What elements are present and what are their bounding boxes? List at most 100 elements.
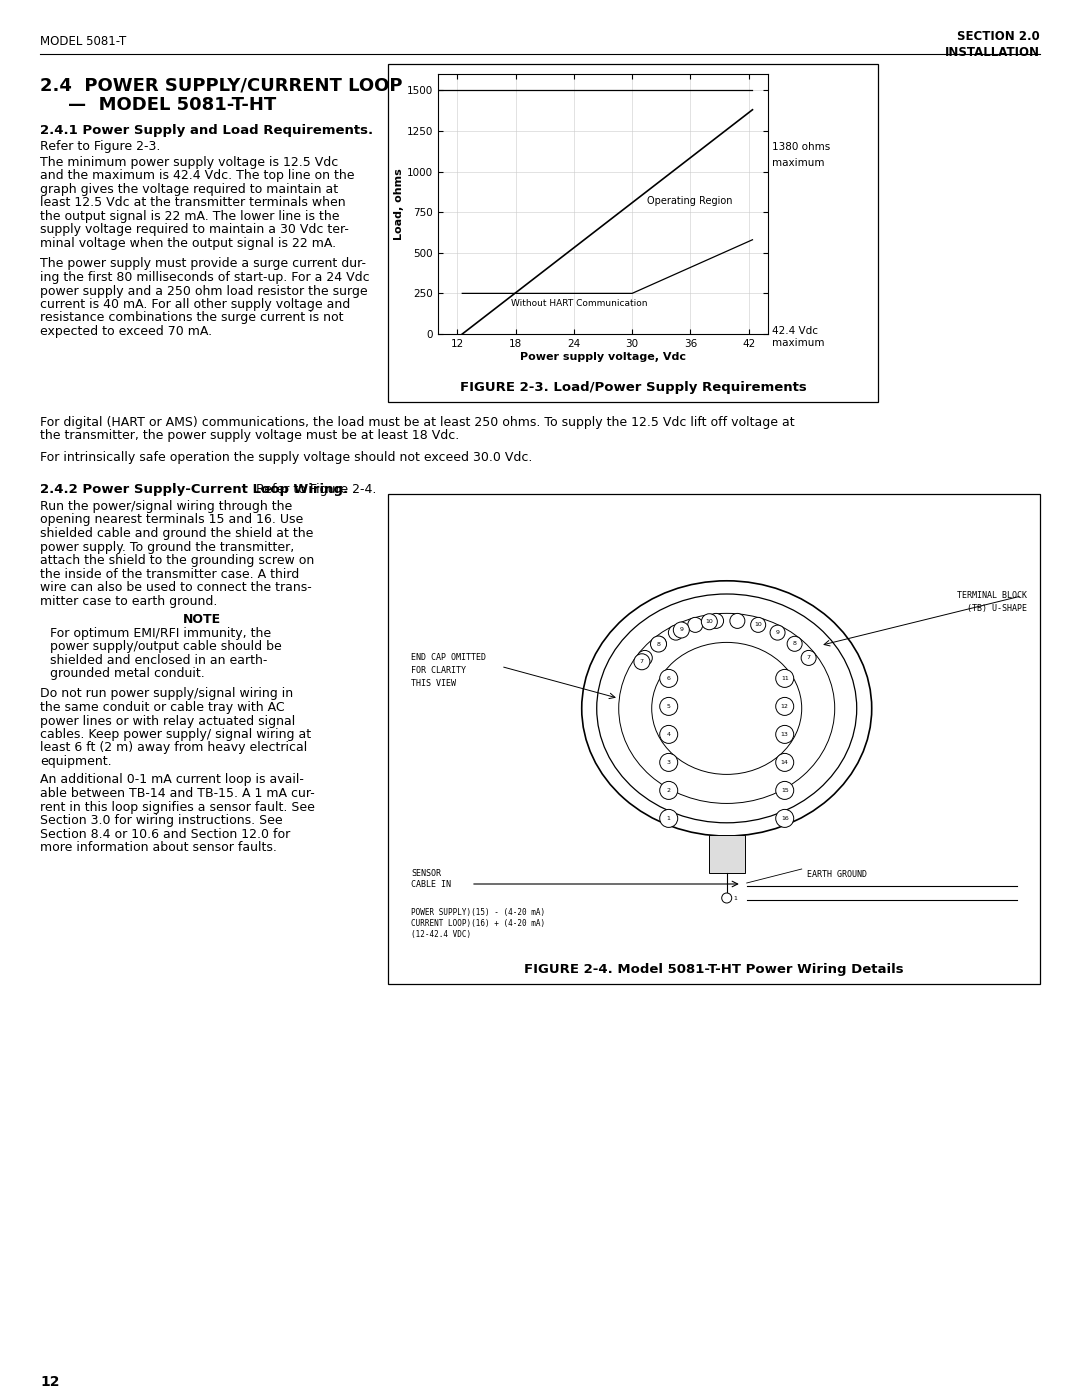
Text: expected to exceed 70 mA.: expected to exceed 70 mA. bbox=[40, 326, 212, 338]
Text: Refer to Figure 2-4.: Refer to Figure 2-4. bbox=[252, 482, 376, 496]
Text: power supply. To ground the transmitter,: power supply. To ground the transmitter, bbox=[40, 541, 294, 553]
Y-axis label: Load, ohms: Load, ohms bbox=[394, 168, 404, 240]
Circle shape bbox=[801, 651, 816, 665]
Text: 8: 8 bbox=[793, 641, 797, 647]
Text: 12: 12 bbox=[40, 1375, 59, 1389]
Text: graph gives the voltage required to maintain at: graph gives the voltage required to main… bbox=[40, 183, 338, 196]
X-axis label: Power supply voltage, Vdc: Power supply voltage, Vdc bbox=[519, 352, 686, 362]
Text: 2.4.1 Power Supply and Load Requirements.: 2.4.1 Power Supply and Load Requirements… bbox=[40, 124, 373, 137]
Text: THIS VIEW: THIS VIEW bbox=[411, 679, 456, 689]
Text: 6: 6 bbox=[666, 676, 671, 680]
Circle shape bbox=[770, 624, 785, 640]
Circle shape bbox=[775, 809, 794, 827]
Circle shape bbox=[660, 697, 678, 715]
Text: power lines or with relay actuated signal: power lines or with relay actuated signa… bbox=[40, 714, 295, 728]
Text: END CAP OMITTED: END CAP OMITTED bbox=[411, 654, 486, 662]
Circle shape bbox=[775, 781, 794, 799]
Text: 8: 8 bbox=[657, 641, 661, 647]
Text: 7: 7 bbox=[807, 655, 811, 661]
Text: attach the shield to the grounding screw on: attach the shield to the grounding screw… bbox=[40, 555, 314, 567]
Circle shape bbox=[751, 617, 766, 633]
Text: 42.4 Vdc
maximum: 42.4 Vdc maximum bbox=[772, 326, 824, 348]
Circle shape bbox=[673, 622, 689, 638]
Text: 15: 15 bbox=[781, 788, 788, 793]
Bar bbox=[708, 835, 745, 873]
Text: FOR CLARITY: FOR CLARITY bbox=[411, 666, 465, 675]
Text: 2.4.2 Power Supply-Current Loop Wiring.: 2.4.2 Power Supply-Current Loop Wiring. bbox=[40, 482, 348, 496]
Text: MODEL 5081-T: MODEL 5081-T bbox=[40, 35, 126, 47]
Text: 10: 10 bbox=[705, 619, 713, 624]
Text: power supply and a 250 ohm load resistor the surge: power supply and a 250 ohm load resistor… bbox=[40, 285, 367, 298]
Text: 4: 4 bbox=[666, 732, 671, 736]
Text: CURRENT LOOP)(16) + (4-20 mA): CURRENT LOOP)(16) + (4-20 mA) bbox=[411, 919, 545, 928]
Text: An additional 0-1 mA current loop is avail-: An additional 0-1 mA current loop is ava… bbox=[40, 774, 303, 787]
Text: ing the first 80 milliseconds of start-up. For a 24 Vdc: ing the first 80 milliseconds of start-u… bbox=[40, 271, 369, 284]
Text: and the maximum is 42.4 Vdc. The top line on the: and the maximum is 42.4 Vdc. The top lin… bbox=[40, 169, 354, 183]
Text: rent in this loop signifies a sensor fault. See: rent in this loop signifies a sensor fau… bbox=[40, 800, 315, 813]
Circle shape bbox=[775, 753, 794, 771]
Text: supply voltage required to maintain a 30 Vdc ter-: supply voltage required to maintain a 30… bbox=[40, 224, 349, 236]
Circle shape bbox=[660, 809, 678, 827]
Text: able between TB-14 and TB-15. A 1 mA cur-: able between TB-14 and TB-15. A 1 mA cur… bbox=[40, 787, 314, 800]
Text: grounded metal conduit.: grounded metal conduit. bbox=[50, 666, 205, 680]
Circle shape bbox=[730, 613, 745, 629]
Text: FIGURE 2-4. Model 5081-T-HT Power Wiring Details: FIGURE 2-4. Model 5081-T-HT Power Wiring… bbox=[524, 964, 904, 977]
Circle shape bbox=[688, 617, 703, 633]
Circle shape bbox=[660, 781, 678, 799]
Text: NOTE: NOTE bbox=[183, 613, 221, 626]
Text: For intrinsically safe operation the supply voltage should not exceed 30.0 Vdc.: For intrinsically safe operation the sup… bbox=[40, 451, 532, 464]
Text: the output signal is 22 mA. The lower line is the: the output signal is 22 mA. The lower li… bbox=[40, 210, 339, 224]
Text: 16: 16 bbox=[781, 816, 788, 821]
Text: the same conduit or cable tray with AC: the same conduit or cable tray with AC bbox=[40, 701, 285, 714]
Text: Section 3.0 for wiring instructions. See: Section 3.0 for wiring instructions. See bbox=[40, 814, 283, 827]
Text: current is 40 mA. For all other supply voltage and: current is 40 mA. For all other supply v… bbox=[40, 298, 350, 312]
Text: Do not run power supply/signal wiring in: Do not run power supply/signal wiring in bbox=[40, 687, 293, 700]
Text: power supply/output cable should be: power supply/output cable should be bbox=[50, 640, 282, 652]
Text: 1380 ohms: 1380 ohms bbox=[772, 142, 831, 152]
Text: Run the power/signal wiring through the: Run the power/signal wiring through the bbox=[40, 500, 293, 513]
Text: SECTION 2.0: SECTION 2.0 bbox=[957, 29, 1040, 43]
Circle shape bbox=[775, 697, 794, 715]
Text: 13: 13 bbox=[781, 732, 788, 736]
Circle shape bbox=[721, 893, 732, 902]
Text: mitter case to earth ground.: mitter case to earth ground. bbox=[40, 595, 217, 608]
Text: SENSOR: SENSOR bbox=[411, 869, 441, 877]
Text: Operating Region: Operating Region bbox=[647, 196, 732, 205]
Text: 1: 1 bbox=[733, 895, 738, 901]
Text: (12-42.4 VDC): (12-42.4 VDC) bbox=[411, 930, 471, 939]
Text: Section 8.4 or 10.6 and Section 12.0 for: Section 8.4 or 10.6 and Section 12.0 for bbox=[40, 827, 291, 841]
Text: (TB) U-SHAPE: (TB) U-SHAPE bbox=[967, 604, 1027, 613]
Circle shape bbox=[660, 753, 678, 771]
Text: EARTH GROUND: EARTH GROUND bbox=[807, 870, 867, 879]
Text: 9: 9 bbox=[775, 630, 780, 636]
Text: least 12.5 Vdc at the transmitter terminals when: least 12.5 Vdc at the transmitter termin… bbox=[40, 197, 346, 210]
Circle shape bbox=[775, 725, 794, 743]
Circle shape bbox=[775, 669, 794, 687]
Text: Refer to Figure 2-3.: Refer to Figure 2-3. bbox=[40, 140, 160, 154]
Text: The power supply must provide a surge current dur-: The power supply must provide a surge cu… bbox=[40, 257, 366, 271]
Text: INSTALLATION: INSTALLATION bbox=[945, 46, 1040, 59]
Text: maximum: maximum bbox=[772, 158, 824, 168]
Circle shape bbox=[650, 636, 666, 652]
Text: minal voltage when the output signal is 22 mA.: minal voltage when the output signal is … bbox=[40, 237, 336, 250]
Text: the transmitter, the power supply voltage must be at least 18 Vdc.: the transmitter, the power supply voltag… bbox=[40, 429, 459, 443]
Text: shielded cable and ground the shield at the: shielded cable and ground the shield at … bbox=[40, 527, 313, 541]
Circle shape bbox=[787, 636, 802, 651]
Text: 7: 7 bbox=[640, 659, 644, 664]
Text: least 6 ft (2 m) away from heavy electrical: least 6 ft (2 m) away from heavy electri… bbox=[40, 742, 307, 754]
Circle shape bbox=[660, 669, 678, 687]
Text: CABLE IN: CABLE IN bbox=[411, 880, 451, 888]
Circle shape bbox=[651, 636, 666, 651]
Text: 2.4  POWER SUPPLY/CURRENT LOOP: 2.4 POWER SUPPLY/CURRENT LOOP bbox=[40, 75, 403, 94]
Text: —  MODEL 5081-T-HT: — MODEL 5081-T-HT bbox=[68, 96, 276, 115]
Text: the inside of the transmitter case. A third: the inside of the transmitter case. A th… bbox=[40, 567, 299, 581]
Circle shape bbox=[701, 613, 717, 630]
Text: Without HART Communication: Without HART Communication bbox=[511, 299, 647, 307]
Text: 11: 11 bbox=[781, 676, 788, 680]
Text: 10: 10 bbox=[754, 623, 762, 627]
Text: wire can also be used to connect the trans-: wire can also be used to connect the tra… bbox=[40, 581, 312, 594]
Circle shape bbox=[637, 651, 652, 665]
Circle shape bbox=[660, 725, 678, 743]
Text: 2: 2 bbox=[666, 788, 671, 793]
Circle shape bbox=[669, 624, 684, 640]
